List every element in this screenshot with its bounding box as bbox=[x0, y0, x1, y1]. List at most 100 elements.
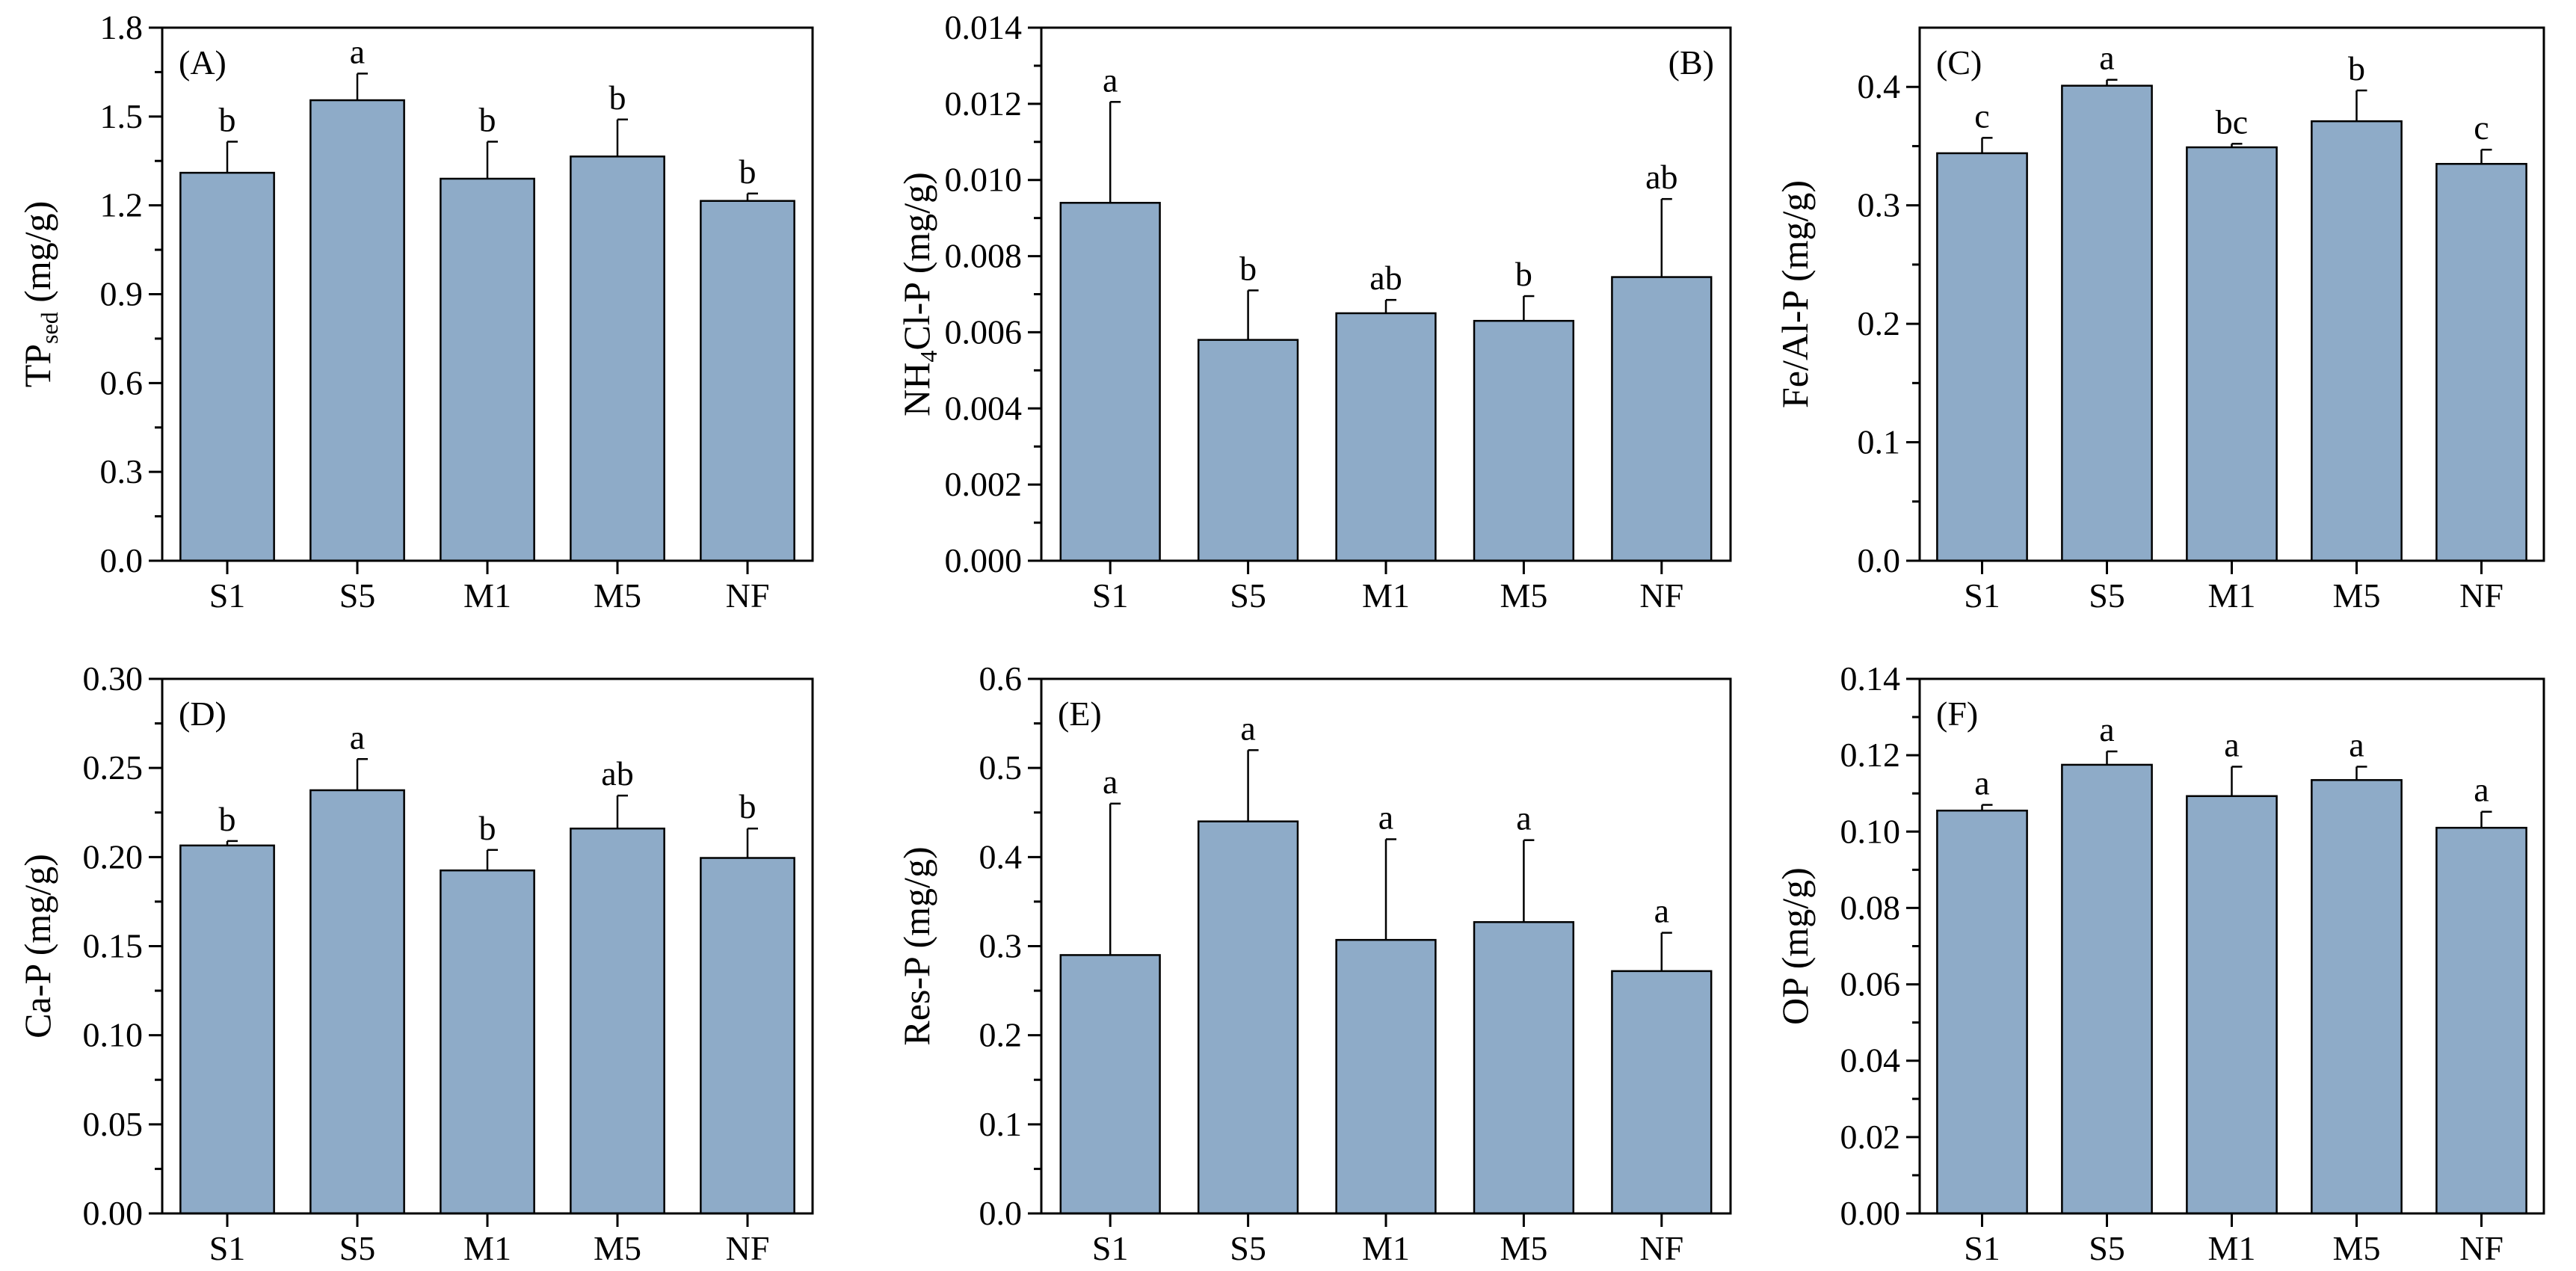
x-tick-label: S1 bbox=[1964, 576, 2000, 615]
bar-s1 bbox=[179, 171, 275, 562]
y-tick-label: 0.2 bbox=[1858, 304, 1901, 342]
y-tick-label: 0.15 bbox=[83, 927, 144, 965]
x-tick-label: M1 bbox=[1362, 576, 1410, 615]
bar-m1 bbox=[2186, 146, 2278, 562]
y-tick-label: 0.004 bbox=[945, 389, 1023, 427]
bar-s5 bbox=[2061, 763, 2153, 1215]
bar-s1 bbox=[179, 844, 275, 1215]
plot-frame bbox=[1918, 677, 2545, 1215]
significance-label: a bbox=[1103, 61, 1118, 99]
plot-frame bbox=[1918, 26, 2545, 562]
significance-label: a bbox=[1516, 799, 1531, 837]
y-tick-label: 0.0 bbox=[979, 1194, 1023, 1232]
chart-panel-4: 0.00 0.05 0.10 0.15 0.20 0.25 0.30 b S1 a S5 b M1 ab M… bbox=[16, 659, 814, 1267]
x-tick-label: M5 bbox=[1500, 1229, 1547, 1267]
significance-label: c bbox=[2474, 108, 2489, 147]
y-tick-label: 0.06 bbox=[1840, 965, 1901, 1003]
x-tick-label: M5 bbox=[1500, 576, 1547, 615]
y-axis-label-subscript: 4 bbox=[915, 351, 942, 363]
x-tick-label: S5 bbox=[339, 576, 376, 615]
significance-label: b bbox=[739, 153, 757, 191]
y-tick-label: 0.1 bbox=[979, 1105, 1023, 1143]
y-tick-label: 1.2 bbox=[100, 186, 144, 224]
plot-frame bbox=[1040, 26, 1732, 562]
significance-label: a bbox=[1378, 798, 1393, 837]
significance-label: a bbox=[2474, 771, 2489, 809]
significance-label: b bbox=[1239, 249, 1257, 287]
bar-m1 bbox=[440, 869, 535, 1215]
y-tick-label: 0.4 bbox=[1858, 67, 1901, 105]
x-tick-label: M5 bbox=[594, 1229, 641, 1267]
y-tick-label: 0.30 bbox=[83, 659, 144, 698]
plot-frame bbox=[161, 26, 814, 562]
y-axis-label: Res-P (mg/g) bbox=[896, 846, 937, 1045]
significance-label: b bbox=[609, 79, 626, 117]
x-tick-label: NF bbox=[2459, 576, 2503, 615]
y-axis-label-main: NH bbox=[896, 363, 937, 416]
y-axis-label-units: (mg/g) bbox=[16, 201, 58, 313]
x-tick-label: M1 bbox=[1362, 1229, 1410, 1267]
significance-label: b bbox=[2348, 49, 2365, 87]
y-axis-label: OP (mg/g) bbox=[1774, 867, 1816, 1025]
significance-label: ab bbox=[1645, 158, 1677, 196]
bar-s5 bbox=[1197, 820, 1299, 1215]
y-tick-label: 0.000 bbox=[945, 541, 1023, 579]
bar-m5 bbox=[1473, 319, 1575, 562]
y-tick-label: 0.6 bbox=[979, 659, 1023, 698]
x-tick-label: M1 bbox=[463, 1229, 511, 1267]
bar-m5 bbox=[1473, 921, 1575, 1215]
y-tick-label: 1.5 bbox=[100, 97, 144, 135]
panel-label: (C) bbox=[1936, 43, 1982, 81]
chart-panel-6: 0.00 0.02 0.04 0.06 0.08 0.10 0.12 0.14 a S1 a S5 a M… bbox=[1774, 659, 2545, 1267]
bar-nf bbox=[2435, 162, 2527, 562]
x-tick-label: S1 bbox=[209, 576, 246, 615]
y-tick-label: 0.002 bbox=[945, 465, 1023, 503]
significance-label: c bbox=[1974, 96, 1989, 135]
bar-s5 bbox=[309, 789, 405, 1215]
x-tick-label: S5 bbox=[1230, 576, 1266, 615]
y-tick-label: 0.08 bbox=[1840, 888, 1901, 926]
significance-label: a bbox=[2224, 725, 2239, 763]
panel-label: (A) bbox=[179, 43, 227, 81]
bar-s1 bbox=[1936, 809, 2028, 1215]
x-tick-label: M5 bbox=[594, 576, 641, 615]
panel-label: (E) bbox=[1058, 695, 1102, 733]
chart-panel-1: 0.0 0.3 0.6 0.9 1.2 1.5 1.8 b S1 a S5 b M1 b M5 b NF (A) T… bbox=[16, 8, 814, 615]
x-tick-label: S5 bbox=[2089, 1229, 2125, 1267]
bar-m1 bbox=[1335, 938, 1437, 1215]
x-tick-label: M1 bbox=[463, 576, 511, 615]
significance-label: b bbox=[1515, 255, 1532, 293]
y-tick-label: 0.14 bbox=[1840, 659, 1901, 698]
y-axis-label-subscript: sed bbox=[36, 312, 63, 344]
y-axis-label: TPsed (mg/g) bbox=[16, 201, 63, 388]
y-axis-label-units: Cl-P (mg/g) bbox=[896, 172, 937, 350]
bar-s1 bbox=[1059, 954, 1161, 1215]
significance-label: bc bbox=[2216, 102, 2248, 141]
x-tick-label: S1 bbox=[1092, 1229, 1129, 1267]
x-tick-label: S1 bbox=[1092, 576, 1129, 615]
y-tick-label: 0.014 bbox=[945, 8, 1023, 46]
y-tick-label: 0.006 bbox=[945, 313, 1023, 351]
bar-s5 bbox=[2061, 84, 2153, 562]
bar-nf bbox=[700, 857, 795, 1215]
y-tick-label: 0.20 bbox=[83, 837, 144, 875]
y-tick-label: 0.012 bbox=[945, 84, 1023, 123]
y-tick-label: 0.25 bbox=[83, 748, 144, 787]
significance-label: a bbox=[2099, 39, 2114, 77]
y-axis-label: NH4Cl-P (mg/g) bbox=[896, 172, 942, 416]
significance-label: b bbox=[739, 787, 757, 825]
significance-label: a bbox=[2099, 710, 2114, 748]
significance-label: a bbox=[350, 32, 365, 70]
y-tick-label: 0.10 bbox=[83, 1016, 144, 1054]
y-axis-label-main: Ca-P (mg/g) bbox=[16, 854, 58, 1038]
y-tick-label: 0.3 bbox=[1858, 186, 1901, 224]
x-tick-label: S1 bbox=[1964, 1229, 2000, 1267]
x-tick-label: NF bbox=[1639, 576, 1683, 615]
x-tick-label: NF bbox=[1639, 1229, 1683, 1267]
y-tick-label: 0.12 bbox=[1840, 736, 1901, 774]
bar-s5 bbox=[309, 99, 405, 562]
bar-s5 bbox=[1197, 339, 1299, 562]
x-tick-label: M1 bbox=[2208, 576, 2256, 615]
plot-frame bbox=[1040, 677, 1732, 1215]
